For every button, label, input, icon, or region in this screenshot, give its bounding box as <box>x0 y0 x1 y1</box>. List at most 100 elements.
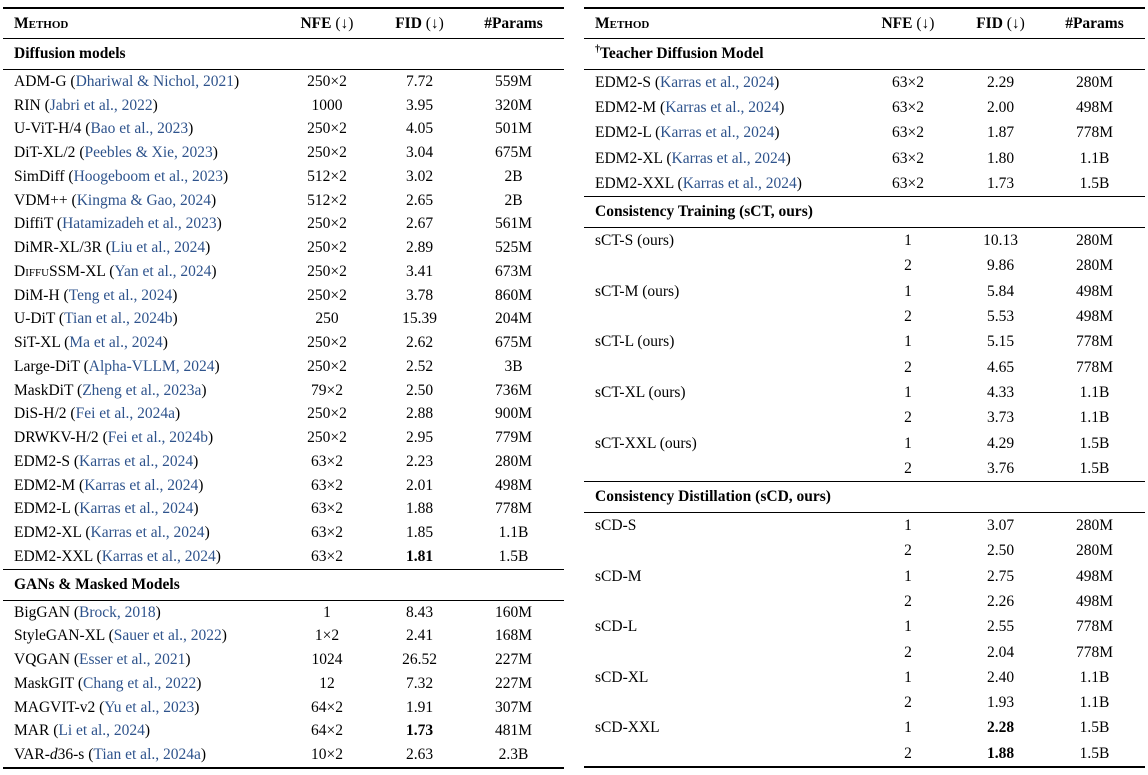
fid-value: 2.50 <box>986 542 1015 560</box>
citation-link[interactable]: Karras et al., 2024 <box>84 476 199 494</box>
citation: (Karras et al., 2024) <box>81 524 210 542</box>
method-name-segment: 36-s <box>57 746 85 764</box>
citation-link[interactable]: Karras et al., 2024 <box>79 500 194 518</box>
method-name: VAR-d36-s <box>14 746 84 763</box>
params-value: 498M <box>1075 567 1113 585</box>
citation-link[interactable]: Esser et al., 2021 <box>79 651 186 669</box>
table-row: RIN (Jabri et al., 2022) 1000 3.95 320M <box>3 94 564 118</box>
citation-link[interactable]: Yu et al., 2023 <box>104 698 195 716</box>
section-title: Consistency Training (sCT, ours) <box>584 203 1145 221</box>
fid-value: 1.88 <box>405 500 434 518</box>
fid-value: 1.93 <box>986 694 1015 712</box>
citation-link[interactable]: Fei et al., 2024a <box>75 405 176 423</box>
citation-link[interactable]: Teng et al., 2024 <box>68 286 173 304</box>
citation-link[interactable]: Alpha-VLLM, 2024 <box>88 357 215 375</box>
table-row: sCD-L 1 2.55 778M <box>584 615 1145 640</box>
table-row: EDM2-XXL (Karras et al., 2024) 63×2 1.73 1.… <box>584 171 1145 196</box>
section-title: GANs & Masked Models <box>3 576 564 594</box>
nfe-value: 250×2 <box>307 334 347 352</box>
citation-link[interactable]: Ma et al., 2024 <box>69 334 163 352</box>
table-row: StyleGAN-XL (Sauer et al., 2022) 1×2 2.41 1… <box>3 625 564 649</box>
fid-value: 2.95 <box>405 429 434 447</box>
fid-value: 2.01 <box>405 476 434 494</box>
fid-value: 2.04 <box>986 643 1015 661</box>
citation-link[interactable]: Karras et al., 2024 <box>660 73 775 91</box>
method-name: EDM2-M <box>14 476 76 494</box>
citation-link[interactable]: Tian et al., 2024a <box>93 746 201 764</box>
fid-value: 1.73 <box>405 722 434 740</box>
citation-link[interactable]: Karras et al., 2024 <box>665 98 780 116</box>
table-row: EDM2-XXL (Karras et al., 2024) 63×2 1.81 1.… <box>3 545 564 569</box>
section-header-row: †Teacher Diffusion Model <box>584 38 1145 70</box>
method-name: Large-DiT <box>14 357 80 375</box>
method-cell: DiMR-XL/3R (Liu et al., 2024) <box>3 239 278 257</box>
citation-link[interactable]: Karras et al., 2024 <box>90 524 205 542</box>
citation-link[interactable]: Karras et al., 2024 <box>101 547 216 565</box>
citation-link[interactable]: Yan et al., 2024 <box>114 262 212 280</box>
params-value: 778M <box>1075 358 1113 376</box>
table-row: 2 9.86 280M <box>584 254 1145 279</box>
method-name: DiM-H <box>14 286 60 304</box>
citation-link[interactable]: Kingma & Gao, 2024 <box>76 191 212 209</box>
citation-link[interactable]: Karras et al., 2024 <box>660 124 775 142</box>
nfe-value: 1 <box>323 603 331 621</box>
citation-link[interactable]: Brock, 2018 <box>79 603 156 621</box>
table-row: DiffuSSM-XL (Yan et al., 2024) 250×2 3.41 6… <box>3 260 564 284</box>
table-row: sCD-XXL 1 2.28 1.5B <box>584 716 1145 741</box>
nfe-value: 250×2 <box>307 262 347 280</box>
citation-link[interactable]: Karras et al., 2024 <box>79 452 194 470</box>
section-header-row: GANs & Masked Models <box>3 568 564 601</box>
nfe-value: 2 <box>904 744 912 762</box>
fid-value: 4.33 <box>986 383 1015 401</box>
citation: (Tian et al., 2024b) <box>55 310 178 328</box>
method-cell: VDM++ (Kingma & Gao, 2024) <box>3 192 278 210</box>
table-row: ADM-G (Dhariwal & Nichol, 2021) 250×2 7.72… <box>3 70 564 94</box>
citation-link[interactable]: Sauer et al., 2022 <box>113 627 222 645</box>
section-title-text: Teacher Diffusion Model <box>600 45 764 62</box>
col-header-fid: FID (↓) <box>957 15 1044 33</box>
citation-link[interactable]: Peebles & Xie, 2023 <box>84 144 213 162</box>
citation-link[interactable]: Hatamizadeh et al., 2023 <box>62 215 217 233</box>
citation-link[interactable]: Tian et al., 2024b <box>64 310 173 328</box>
citation: (Dhariwal & Nichol, 2021) <box>66 72 240 90</box>
fid-value: 7.72 <box>405 72 434 90</box>
fid-value: 10.13 <box>983 232 1018 250</box>
method-name: sCT-S (ours) <box>595 232 675 250</box>
citation-link[interactable]: Chang et al., 2022 <box>83 674 197 692</box>
citation: (Liu et al., 2024) <box>101 239 211 257</box>
citation: (Karras et al., 2024) <box>673 174 802 192</box>
table-row: MaskGIT (Chang et al., 2022) 12 7.32 227M <box>3 672 564 696</box>
citation-link[interactable]: Bao et al., 2023 <box>90 120 189 138</box>
citation-link[interactable]: Zheng et al., 2023a <box>82 381 202 399</box>
method-name: sCD-S <box>595 517 637 535</box>
table-row: sCT-XXL (ours) 1 4.29 1.5B <box>584 431 1145 456</box>
nfe-value: 250×2 <box>307 429 347 447</box>
params-value: 1.1B <box>1079 383 1110 401</box>
citation-link[interactable]: Jabri et al., 2022 <box>49 96 153 114</box>
down-arrow: (↓) <box>916 14 935 32</box>
fid-value: 1.80 <box>986 149 1015 167</box>
citation: (Karras et al., 2024) <box>650 73 780 91</box>
method-name: sCD-L <box>595 618 638 636</box>
citation-link[interactable]: Li et al., 2024 <box>58 722 145 740</box>
params-value: 1.1B <box>498 524 529 542</box>
method-name: DiMR-XL/3R <box>14 239 102 257</box>
params-value: 307M <box>494 698 532 716</box>
nfe-value: 1 <box>904 434 912 452</box>
fid-value: 1.73 <box>986 174 1015 192</box>
citation-link[interactable]: Karras et al., 2024 <box>682 174 797 192</box>
method-name: sCT-M (ours) <box>595 282 680 300</box>
citation-link[interactable]: Hoogeboom et al., 2023 <box>73 167 223 185</box>
method-name: EDM2-S <box>595 73 651 91</box>
citation-link[interactable]: Liu et al., 2024 <box>110 239 206 257</box>
results-table-left: Method NFE (↓) FID (↓) #Params Diffusion mod… <box>3 7 564 775</box>
method-name: sCT-XL (ours) <box>595 383 686 401</box>
citation-link[interactable]: Fei et al., 2024b <box>107 429 209 447</box>
citation: (Yu et al., 2023) <box>95 698 200 716</box>
method-cell: SiT-XL (Ma et al., 2024) <box>3 334 278 352</box>
fid-value: 3.76 <box>986 459 1015 477</box>
table-row: sCD-XL 1 2.40 1.1B <box>584 665 1145 690</box>
citation: (Fei et al., 2024a) <box>66 405 181 423</box>
citation-link[interactable]: Dhariwal & Nichol, 2021 <box>75 72 234 90</box>
citation-link[interactable]: Karras et al., 2024 <box>671 149 786 167</box>
